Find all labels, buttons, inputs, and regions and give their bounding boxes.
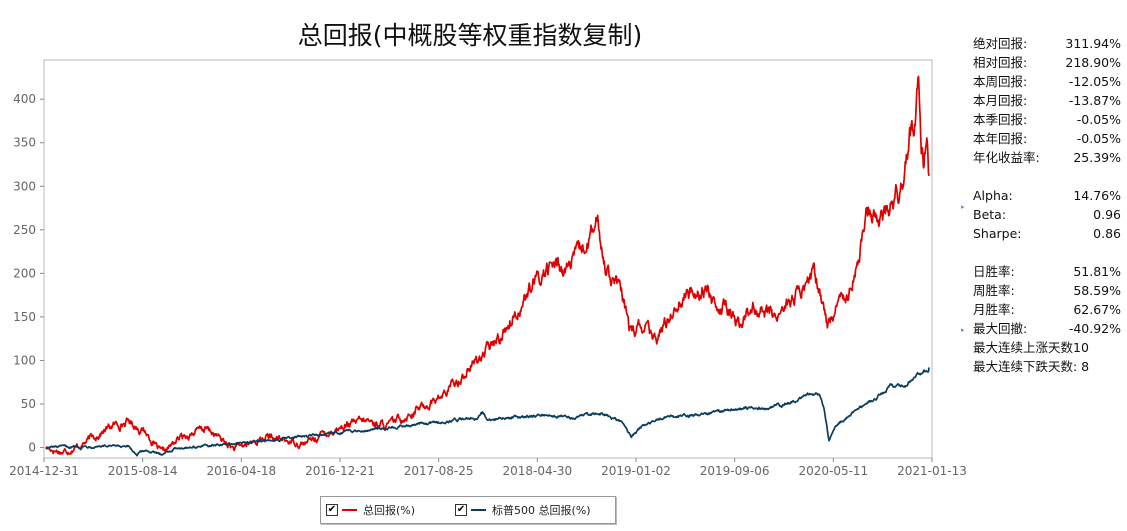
stat-spacer: [973, 243, 1121, 262]
stat-absolute-return: 绝对回报: 311.94%: [973, 34, 1121, 53]
stat-alpha: Alpha: 14.76%: [973, 186, 1121, 205]
y-tick-label: 100: [13, 353, 36, 367]
stat-max-drawdown: 最大回撤: -40.92%: [973, 319, 1121, 338]
stat-monthly-winrate: 月胜率: 62.67%: [973, 300, 1121, 319]
checkbox-checked-icon[interactable]: ✔: [326, 504, 338, 516]
stat-label: 日胜率:: [973, 264, 1015, 279]
stat-label: 绝对回报:: [973, 36, 1028, 51]
stat-max-consecutive-up: 最大连续上涨天数10: [973, 340, 1089, 355]
stat-value: 0.96: [1093, 207, 1121, 222]
stat-week-return: 本周回报: -12.05%: [973, 72, 1121, 91]
stat-value: 14.76%: [1073, 188, 1121, 203]
stat-sharpe: Sharpe: 0.86: [973, 224, 1121, 243]
stat-weekly-winrate: 周胜率: 58.59%: [973, 281, 1121, 300]
stat-label: Sharpe:: [973, 226, 1022, 241]
x-tick-label: 2016-04-18: [206, 464, 276, 478]
legend-swatch: [471, 509, 487, 511]
x-tick-label: 2014-12-31: [9, 464, 79, 478]
y-tick-label: 150: [13, 310, 36, 324]
x-tick-label: 2021-01-13: [897, 464, 967, 478]
stat-label: 年化收益率:: [973, 150, 1040, 165]
chart-title: 总回报(中概股等权重指数复制): [297, 21, 643, 50]
y-tick-label: 400: [13, 92, 36, 106]
stat-label: 月胜率:: [973, 302, 1015, 317]
stat-value: -40.92%: [1068, 321, 1121, 336]
stat-value: 25.39%: [1073, 150, 1121, 165]
stat-label: Beta:: [973, 207, 1007, 222]
stat-value: 0.86: [1093, 226, 1121, 241]
stat-label: 本周回报:: [973, 74, 1028, 89]
legend-item-total-return[interactable]: ✔ 总回报(%): [326, 502, 415, 518]
stat-label: 相对回报:: [973, 55, 1028, 70]
stat-relative-return: 相对回报: 218.90%: [973, 53, 1121, 72]
stat-label: 本月回报:: [973, 93, 1028, 108]
plot-area: [43, 59, 933, 459]
stat-quarter-return: 本季回报: -0.05%: [973, 110, 1121, 129]
stat-value: 311.94%: [1065, 36, 1121, 51]
stat-value: -13.87%: [1068, 93, 1121, 108]
y-tick-label: 200: [13, 266, 36, 280]
x-tick-label: 2019-09-06: [700, 464, 770, 478]
legend-label: 标普500 总回报(%): [492, 504, 591, 517]
series-line-1: [45, 367, 930, 457]
stat-value: -0.05%: [1076, 131, 1121, 146]
stat-label: Alpha:: [973, 188, 1013, 203]
legend-swatch: [342, 509, 357, 511]
stat-label: 周胜率:: [973, 283, 1015, 298]
y-tick-label: 250: [13, 223, 36, 237]
y-tick-label: 50: [21, 397, 36, 411]
x-tick-label: 2015-08-14: [108, 464, 178, 478]
y-tick-label: 300: [13, 179, 36, 193]
stat-max-consecutive-down: 最大连续下跌天数: 8: [973, 359, 1090, 374]
legend: ✔ 总回报(%) ✔ 标普500 总回报(%): [320, 496, 616, 524]
legend-item-sp500-return[interactable]: ✔ 标普500 总回报(%): [455, 502, 591, 518]
splitter-arrow-icon[interactable]: ▸: [961, 326, 965, 334]
stat-label: 最大回撤:: [973, 321, 1028, 336]
stat-value: 62.67%: [1073, 302, 1121, 317]
stat-value: -12.05%: [1068, 74, 1121, 89]
y-tick-label: 0: [28, 441, 36, 455]
stat-spacer: [973, 167, 1121, 186]
stat-value: 58.59%: [1073, 283, 1121, 298]
legend-label: 总回报(%): [363, 504, 416, 517]
x-tick-label: 2019-01-02: [601, 464, 671, 478]
stat-year-return: 本年回报: -0.05%: [973, 129, 1121, 148]
stat-label: 本年回报:: [973, 131, 1028, 146]
y-tick-label: 350: [13, 136, 36, 150]
x-tick-label: 2018-04-30: [502, 464, 572, 478]
x-tick-label: 2016-12-21: [305, 464, 375, 478]
stat-month-return: 本月回报: -13.87%: [973, 91, 1121, 110]
checkbox-checked-icon[interactable]: ✔: [455, 504, 468, 516]
stat-value: 51.81%: [1073, 264, 1121, 279]
stat-beta: Beta: 0.96: [973, 205, 1121, 224]
x-tick-label: 2017-08-25: [404, 464, 474, 478]
stats-panel: 绝对回报: 311.94% 相对回报: 218.90% 本周回报: -12.05% 本…: [973, 34, 1121, 376]
stat-daily-winrate: 日胜率: 51.81%: [973, 262, 1121, 281]
stat-annualized-return: 年化收益率: 25.39%: [973, 148, 1121, 167]
splitter-arrow-icon[interactable]: ▸: [961, 203, 965, 211]
series-line-0: [45, 75, 930, 456]
stat-value: -0.05%: [1076, 112, 1121, 127]
stat-value: 218.90%: [1065, 55, 1121, 70]
stat-label: 本季回报:: [973, 112, 1028, 127]
x-tick-label: 2020-05-11: [798, 464, 868, 478]
